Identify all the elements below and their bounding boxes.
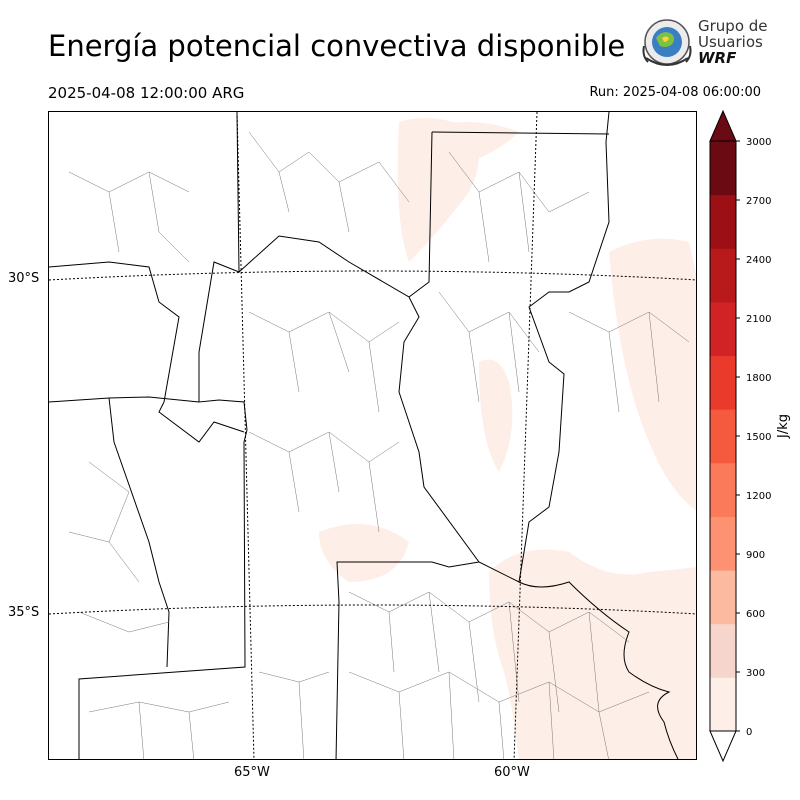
lat-label-30s: 30°S: [8, 271, 40, 286]
globe-logo-icon: [642, 19, 692, 66]
graticule: [49, 112, 696, 759]
colorbar-unit: J/kg: [776, 414, 791, 438]
colorbar-ticks: 0 300 600 900 1200 1500 1800 2100 2400 2700 3000: [736, 137, 771, 738]
colorbar-tick-label: 3000: [746, 137, 771, 148]
lon-label-65w: 65°W: [234, 765, 270, 780]
cape-map: [48, 111, 697, 760]
colorbar-tick-label: 1200: [746, 491, 771, 502]
colorbar-bin: [710, 570, 736, 625]
map-title: Energía potencial convectiva disponible: [48, 29, 626, 63]
colorbar-tick-label: 900: [746, 550, 765, 561]
colorbar-bins: [709, 140, 737, 732]
colorbar-tick-label: 2400: [746, 255, 771, 266]
colorbar-bin: [710, 462, 736, 517]
colorbar-tick-label: 2700: [746, 196, 771, 207]
colorbar-tick-label: 2100: [746, 314, 771, 325]
colorbar-bin: [710, 194, 736, 249]
colorbar-bin: [710, 677, 736, 732]
department-borders: [68, 131, 690, 759]
colorbar-bin: [710, 623, 736, 678]
colorbar-tick-label: 600: [746, 609, 765, 620]
run-time: Run: 2025-04-08 06:00:00: [589, 85, 761, 100]
political-borders: [49, 112, 679, 759]
cape-colorbar: 0 300 600 900 1200 1500 1800 2100 2400 2700 3000: [709, 109, 771, 763]
logo-line-3: WRF: [698, 49, 737, 67]
logo-line-2: Usuarios: [698, 33, 763, 51]
colorbar-bin: [710, 141, 736, 196]
colorbar-tick-label: 1500: [746, 432, 771, 443]
colorbar-bin: [710, 301, 736, 357]
map-canvas: [49, 112, 696, 759]
logo-line-1: Grupo de: [698, 17, 768, 35]
colorbar-bin: [710, 248, 736, 303]
lon-label-60w: 60°W: [494, 765, 530, 780]
colorbar-tick-label: 1800: [746, 373, 771, 384]
colorbar-tick-label: 300: [746, 668, 765, 679]
colorbar-bin: [710, 409, 736, 464]
colorbar-tick-label: 0: [746, 727, 752, 738]
valid-time: 2025-04-08 12:00:00 ARG: [48, 84, 245, 102]
colorbar-extend-low: [709, 730, 737, 763]
grupo-usuarios-wrf-logo: Grupo de Usuarios WRF: [638, 16, 768, 72]
lat-label-35s: 35°S: [8, 605, 40, 620]
colorbar-bin: [710, 516, 736, 571]
cape-shading: [319, 118, 696, 759]
colorbar-bin: [710, 355, 736, 410]
colorbar-extend-high: [709, 109, 737, 142]
